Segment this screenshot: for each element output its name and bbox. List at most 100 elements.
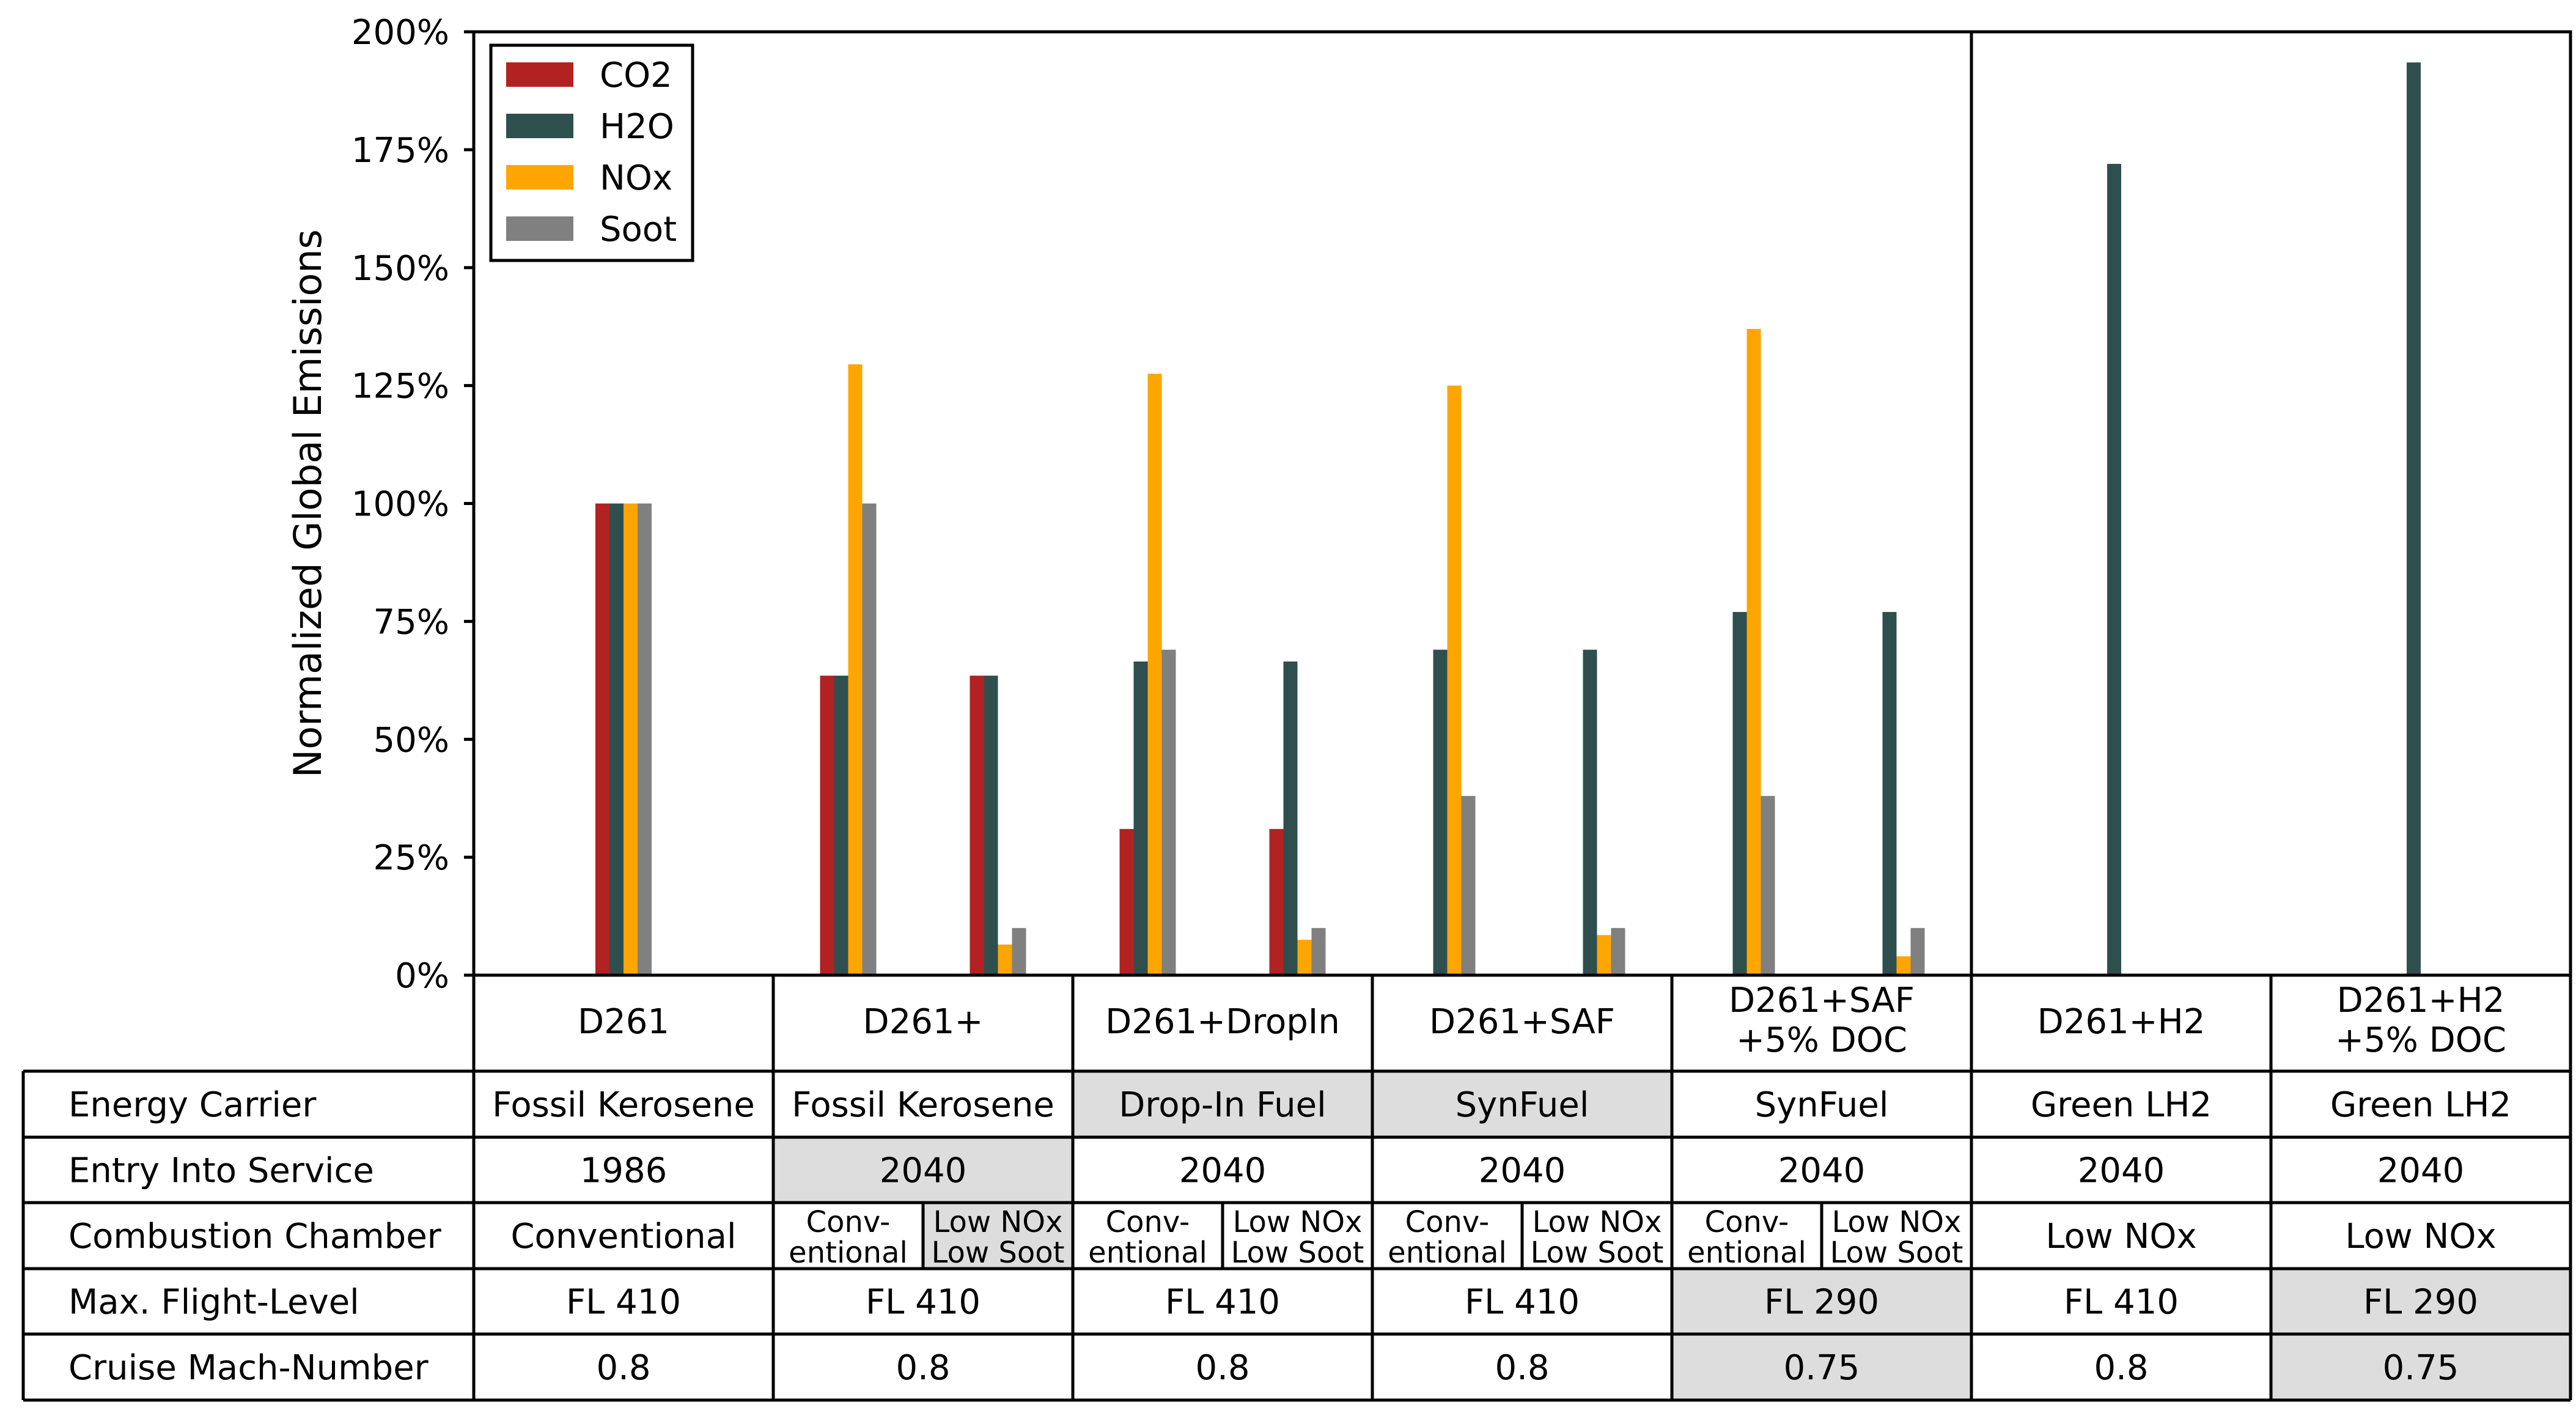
cell-text: 0.8 [596,1348,650,1388]
legend-swatch-co2 [506,62,573,87]
legend-swatch-soot [506,216,573,241]
row-label: Max. Flight-Level [68,1283,359,1322]
cell-text: Conv- [1405,1205,1490,1239]
cell-text: FL 410 [866,1283,981,1322]
cell-highlight [923,1203,1073,1269]
cell-text: SynFuel [1455,1085,1589,1125]
row-label: Cruise Mach-Number [68,1348,429,1388]
cell-text: 2040 [1179,1151,1267,1191]
cell-text: entional [789,1236,908,1270]
y-tick-label: 200% [351,13,449,53]
bar-co2 [595,503,609,975]
bar-soot [1611,927,1625,975]
cell-text: 0.75 [1784,1348,1860,1388]
cell-text: 2040 [880,1151,967,1191]
cell-text: Drop-In Fuel [1119,1085,1326,1125]
y-tick-label: 75% [374,602,449,642]
bar-h2o [2107,164,2121,975]
legend-label-soot: Soot [600,210,677,249]
cell-text: Conv- [1106,1205,1190,1239]
cell-text: Low Soot [932,1236,1065,1270]
cell-text: Conventional [510,1217,736,1256]
bar-soot [1311,927,1326,975]
row-label: Energy Carrier [68,1085,317,1125]
cell-text: SynFuel [1755,1085,1889,1125]
bar-co2 [1119,828,1134,975]
cell-text: Fossil Kerosene [792,1085,1054,1125]
cell-text: Low NOx [2345,1217,2496,1256]
cell-text: 2040 [1479,1151,1566,1191]
cell-text: Low Soot [1830,1236,1963,1270]
bar-nox [624,503,638,975]
bar-soot [1910,927,1925,975]
cell-text: 1986 [580,1151,668,1191]
cell-text: Green LH2 [2330,1085,2511,1125]
cell-text: Low NOx [2045,1217,2196,1256]
cell-text: Conv- [1705,1205,1789,1239]
legend-swatch-h2o [506,114,573,138]
row-label: Combustion Chamber [68,1217,442,1256]
bar-h2o [1882,611,1897,975]
bar-soot [862,503,877,975]
bar-h2o [1133,661,1148,975]
config-name: +5% DOC [2335,1020,2506,1060]
bar-nox [1597,935,1611,975]
cell-text: Low NOx [1233,1205,1363,1239]
bar-nox [1896,956,1911,975]
cell-highlight [1372,1071,1672,1137]
bar-soot [1012,927,1026,975]
config-name: D261+H2 [2037,1002,2206,1042]
y-tick-label: 100% [351,485,449,525]
plot-area: 0% 25% 50% 75% 100% 125% 150% 175% 200% Normalize… [285,13,2572,996]
cell-text: Low NOx [1533,1205,1662,1239]
bar-nox [998,944,1012,975]
bar-soot [638,503,652,975]
bar-nox [1147,374,1162,975]
cell-text: Low NOx [1832,1205,1962,1239]
cell-text: entional [1687,1236,1806,1270]
config-name: D261 [578,1002,669,1042]
bar-h2o [1583,649,1597,975]
bar-h2o [984,676,998,975]
y-axis-title: Normalized Global Emissions [285,229,330,778]
cell-text: 0.75 [2383,1348,2459,1388]
config-name: D261+H2 [2337,981,2505,1020]
config-name: D261+SAF [1429,1002,1615,1042]
cell-text: Fossil Kerosene [492,1085,755,1125]
bar-co2 [970,676,984,975]
bar-h2o [1433,649,1448,975]
bar-h2o [1283,661,1298,975]
legend-label-nox: NOx [600,158,672,198]
y-tick-label: 0% [395,956,449,996]
cell-text: FL 290 [2363,1283,2478,1322]
cell-text: FL 290 [1764,1283,1879,1322]
cell-highlight [1073,1071,1372,1137]
cell-text: Low Soot [1531,1236,1664,1270]
cell-highlight [2271,1269,2570,1334]
cell-highlight [2271,1334,2570,1400]
cell-text: 0.8 [2094,1348,2148,1388]
cell-highlight [1672,1334,1971,1400]
bar-nox [1447,385,1462,975]
cell-text: Green LH2 [2031,1085,2212,1125]
cell-text: Conv- [806,1205,891,1239]
cell-text: FL 410 [566,1283,681,1322]
legend: CO2 H2O NOx Soot [489,43,694,262]
legend-label-h2o: H2O [600,107,674,147]
config-name: D261+ [863,1002,984,1042]
bar-soot [1461,795,1476,975]
cell-text: entional [1088,1236,1207,1270]
cell-text: entional [1388,1236,1507,1270]
cell-text: 0.8 [896,1348,950,1388]
plot-frame [472,30,2572,977]
cell-highlight [773,1137,1073,1203]
config-name: D261+DropIn [1105,1002,1340,1042]
bar-h2o [834,676,848,975]
cell-text: 2040 [1778,1151,1866,1191]
cell-text: FL 410 [1165,1283,1280,1322]
bar-h2o [609,503,624,975]
bar-nox [848,364,863,975]
bar-soot [1161,649,1176,975]
y-tick-label: 150% [351,249,449,289]
bar-nox [1746,329,1761,976]
